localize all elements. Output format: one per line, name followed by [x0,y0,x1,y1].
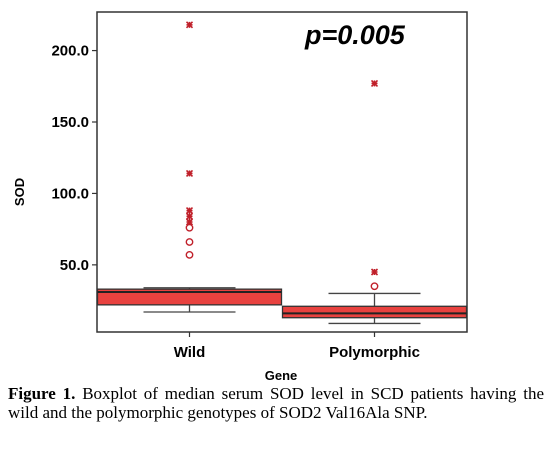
caption-label: Figure 1. [8,384,76,403]
p-value-annotation: p=0.005 [304,20,406,50]
outlier-star-wild-0 [185,218,194,226]
outlier-star-stroke [185,207,194,215]
outlier-star-stroke [185,21,194,29]
outlier-star-polymorphic-1 [370,79,379,87]
x-axis-title: Gene [265,368,298,380]
outlier-circle-polymorphic-0 [370,282,379,291]
y-tick-label-1: 100.0 [51,185,89,202]
outlier-star-polymorphic-0 [370,268,379,276]
outlier-star-stroke [370,79,379,87]
box-polymorphic [281,305,468,319]
x-tick-label-1: Polymorphic [329,344,420,361]
figure-caption: Figure 1. Boxplot of median serum SOD le… [8,384,544,422]
outlier-star-stroke [185,169,194,177]
box-wild [96,288,283,306]
x-tick-label-0: Wild [174,344,206,361]
box-group-polymorphic [281,79,468,325]
y-tick-label-0: 50.0 [60,257,89,274]
boxplot-chart: 50.0 100.0 150.0 200.0 Wild Polymorphic p=0.0… [12,11,468,380]
outlier-star-stroke [370,268,379,276]
caption-text: Boxplot of median serum SOD level in SCD… [8,384,544,422]
outlier-circle-wild-2 [185,223,194,232]
y-tick-label-2: 150.0 [51,114,89,131]
outlier-circle-wild-1 [185,238,194,246]
outlier-star-wild-3 [185,169,194,177]
outlier-star-wild-4 [185,21,194,29]
plot-layer: 50.0 100.0 150.0 200.0 Wild Polymorphic [51,11,468,361]
outlier-star-wild-1 [185,212,194,220]
y-tick-label-3: 200.0 [51,43,89,60]
plot-frame [96,11,468,333]
box-group-wild [96,21,283,313]
outlier-star-wild-2 [185,207,194,215]
y-axis-title: SOD [12,178,27,206]
outlier-star-stroke [185,218,194,226]
outlier-circle-wild-0 [185,250,194,259]
outlier-star-stroke [185,212,194,220]
